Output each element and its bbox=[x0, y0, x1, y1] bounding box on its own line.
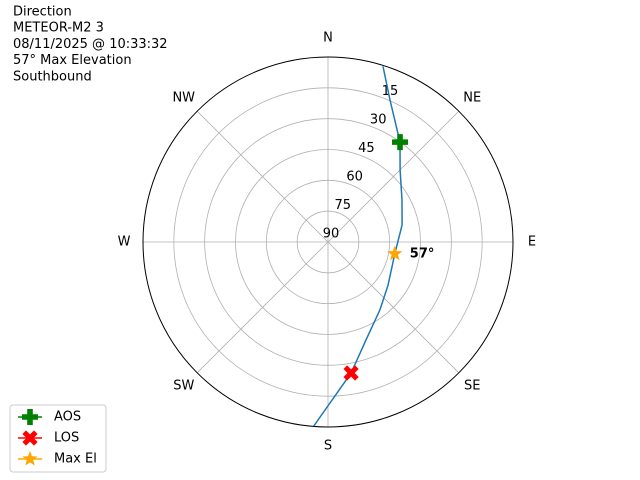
theta-tick-label: N bbox=[323, 31, 333, 46]
legend-marker bbox=[22, 409, 38, 426]
theta-tick-label: E bbox=[528, 235, 536, 250]
theta-tick-label: NW bbox=[172, 90, 195, 105]
legend-label: AOS bbox=[54, 410, 81, 425]
legend-marker bbox=[22, 451, 38, 466]
marker-plus bbox=[392, 134, 409, 151]
title-line: Direction bbox=[13, 5, 72, 20]
r-tick-label: 30 bbox=[370, 113, 387, 128]
r-tick-label: 45 bbox=[358, 141, 375, 156]
grid-spoke bbox=[196, 241, 329, 374]
legend-label: LOS bbox=[54, 431, 79, 446]
grid-spoke bbox=[196, 110, 329, 243]
legend-marker bbox=[22, 430, 38, 446]
theta-tick-label: SE bbox=[464, 379, 480, 394]
marker-star bbox=[387, 245, 403, 261]
title-line: METEOR-M2 3 bbox=[13, 21, 104, 36]
theta-tick-label: SW bbox=[173, 379, 194, 394]
theta-tick-label: NE bbox=[463, 90, 481, 105]
grid-spoke bbox=[327, 241, 460, 374]
grid-spoke bbox=[327, 110, 460, 243]
value-label: 57° bbox=[410, 246, 435, 261]
r-tick-label: 90 bbox=[323, 227, 340, 242]
title-line: 57° Max Elevation bbox=[13, 53, 132, 68]
legend-box bbox=[9, 404, 107, 473]
legend-label: Max El bbox=[54, 452, 97, 467]
outer-circle bbox=[142, 56, 514, 428]
r-tick-label: 15 bbox=[382, 84, 399, 99]
marker-x bbox=[343, 365, 359, 381]
title-line: 08/11/2025 @ 10:33:32 bbox=[13, 37, 168, 52]
theta-tick-label: W bbox=[118, 235, 131, 250]
r-tick-label: 75 bbox=[335, 198, 352, 213]
theta-tick-label: S bbox=[324, 439, 332, 454]
title-line: Southbound bbox=[13, 69, 92, 84]
r-tick-label: 60 bbox=[346, 170, 363, 185]
